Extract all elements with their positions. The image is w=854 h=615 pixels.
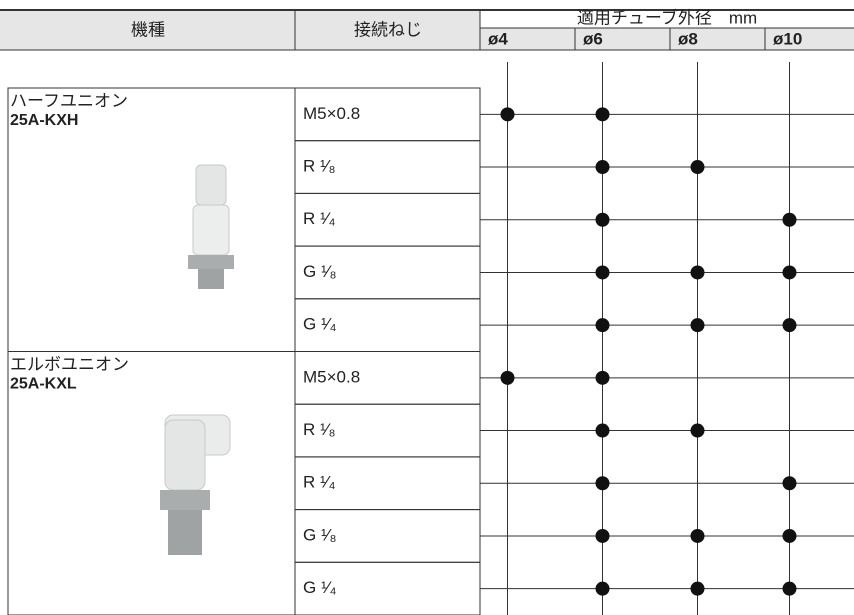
availability-dot — [782, 581, 797, 596]
header-model: 機種 — [131, 20, 165, 39]
thread: G ¹⁄₄ — [303, 578, 336, 597]
kxl-image — [160, 414, 231, 555]
availability-dot — [782, 318, 797, 333]
availability-dot — [595, 423, 610, 438]
thread: R ¹⁄₈ — [303, 420, 336, 439]
availability-dot — [690, 265, 705, 280]
availability-dot — [500, 107, 515, 122]
availability-dot — [595, 265, 610, 280]
thread: G ¹⁄₈ — [303, 525, 337, 544]
thread: M5×0.8 — [303, 104, 360, 123]
size-header: ø8 — [678, 29, 698, 48]
kxh-image — [188, 164, 234, 289]
availability-dot — [690, 528, 705, 543]
size-header: ø10 — [773, 29, 802, 48]
availability-dot — [690, 318, 705, 333]
availability-dot — [595, 318, 610, 333]
availability-dot — [595, 160, 610, 175]
availability-dot — [595, 107, 610, 122]
thread: R ¹⁄₈ — [303, 157, 336, 176]
header-tube-od: 適用チューブ外径 mm — [577, 7, 757, 27]
availability-dot — [595, 212, 610, 227]
availability-dot — [782, 528, 797, 543]
model-name: ハーフユニオン — [10, 91, 128, 110]
availability-dot — [690, 160, 705, 175]
thread: R ¹⁄₄ — [303, 209, 336, 228]
availability-dot — [690, 581, 705, 596]
availability-dot — [782, 265, 797, 280]
thread: M5×0.8 — [303, 367, 360, 386]
header-thread: 接続ねじ — [354, 20, 422, 39]
availability-dot — [500, 370, 515, 385]
thread: G ¹⁄₈ — [303, 262, 337, 281]
availability-dot — [782, 212, 797, 227]
model-code: 25A-KXL — [10, 376, 77, 393]
availability-dot — [782, 476, 797, 491]
availability-dot — [690, 423, 705, 438]
model-name: エルボユニオン — [10, 355, 129, 374]
availability-dot — [595, 476, 610, 491]
availability-dot — [595, 528, 610, 543]
thread: R ¹⁄₄ — [303, 473, 336, 492]
availability-dot — [595, 370, 610, 385]
size-header: ø4 — [488, 29, 508, 48]
thread: G ¹⁄₄ — [303, 315, 336, 334]
size-header: ø6 — [583, 29, 603, 48]
model-code: 25A-KXH — [10, 112, 78, 129]
availability-dot — [595, 581, 610, 596]
header-shade — [0, 10, 480, 50]
